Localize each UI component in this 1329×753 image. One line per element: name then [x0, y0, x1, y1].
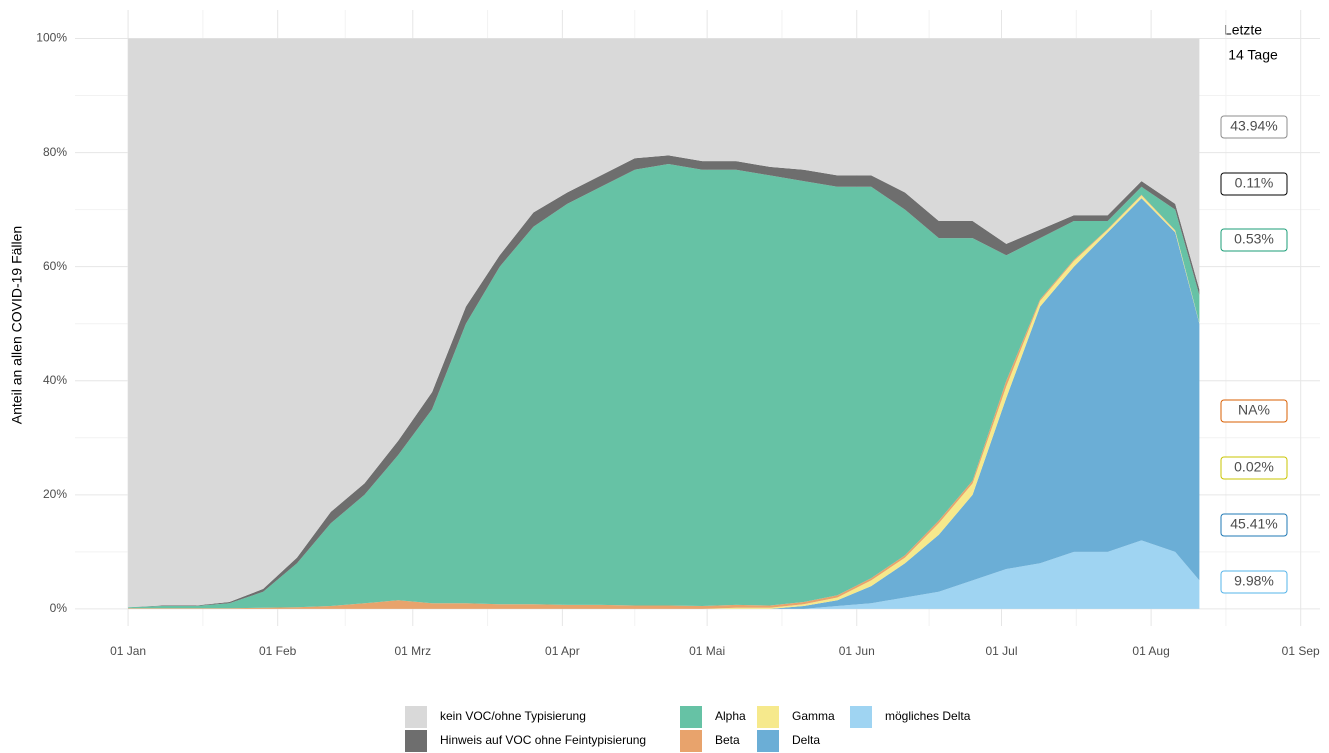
y-axis-title: Anteil an allen COVID-19 Fällen [9, 226, 25, 424]
side-label: NA% [1220, 399, 1288, 423]
y-tick-label: 60% [43, 259, 67, 273]
side-label: 0.02% [1220, 456, 1288, 480]
y-tick-label: 100% [36, 31, 67, 45]
side-label-text: 9.98% [1234, 573, 1274, 589]
side-label-box [1220, 513, 1288, 537]
side-label: 45.41% [1220, 513, 1288, 537]
side-label-text: 0.02% [1234, 459, 1274, 475]
legend-label: Delta [792, 733, 820, 747]
side-label-text: NA% [1238, 402, 1270, 418]
side-title: 14 Tage [1228, 47, 1278, 63]
side-label-box [1220, 172, 1288, 196]
area [128, 164, 1200, 609]
legend-swatch [405, 706, 427, 728]
legend-label: mögliches Delta [885, 709, 971, 723]
side-title: Letzte [1224, 22, 1262, 38]
side-label-text: 0.11% [1235, 175, 1274, 191]
side-label-text: 0.53% [1234, 231, 1274, 247]
area [128, 38, 1200, 608]
legend-swatch [405, 730, 427, 752]
side-label-box [1220, 570, 1288, 594]
x-tick-label: 01 Apr [545, 644, 580, 658]
legend-label: Beta [715, 733, 740, 747]
x-tick-label: 01 Feb [259, 644, 297, 658]
legend-swatch [680, 706, 702, 728]
y-tick-label: 0% [50, 601, 68, 615]
x-tick-label: 01 Jan [110, 644, 146, 658]
side-label-box [1220, 115, 1288, 139]
y-tick-label: 40% [43, 373, 67, 387]
side-label: 0.11% [1220, 172, 1288, 196]
side-label: 43.94% [1220, 115, 1288, 139]
x-tick-label: 01 Mai [689, 644, 725, 658]
side-label: 0.53% [1220, 228, 1288, 252]
legend-label: Hinweis auf VOC ohne Feintypisierung [440, 733, 646, 747]
legend-label: Alpha [715, 709, 746, 723]
side-label-text: 45.41% [1230, 516, 1277, 532]
y-tick-label: 20% [43, 487, 67, 501]
legend-swatch [680, 730, 702, 752]
legend-label: kein VOC/ohne Typisierung [440, 709, 586, 723]
side-label-box [1220, 228, 1288, 252]
side-label-box [1220, 399, 1288, 423]
legend-label: Gamma [792, 709, 835, 723]
legend-swatch [850, 706, 872, 728]
legend-swatch [757, 730, 779, 752]
y-tick-label: 80% [43, 145, 67, 159]
area [128, 540, 1200, 609]
x-tick-label: 01 Jun [839, 644, 875, 658]
x-tick-label: 01 Mrz [394, 644, 431, 658]
side-label: 9.98% [1220, 570, 1288, 594]
legend-swatch [757, 706, 779, 728]
side-label-text: 43.94% [1230, 118, 1277, 134]
x-tick-label: 01 Sep [1282, 644, 1320, 658]
x-tick-label: 01 Aug [1132, 644, 1169, 658]
side-label-box [1220, 456, 1288, 480]
x-tick-label: 01 Jul [985, 644, 1017, 658]
